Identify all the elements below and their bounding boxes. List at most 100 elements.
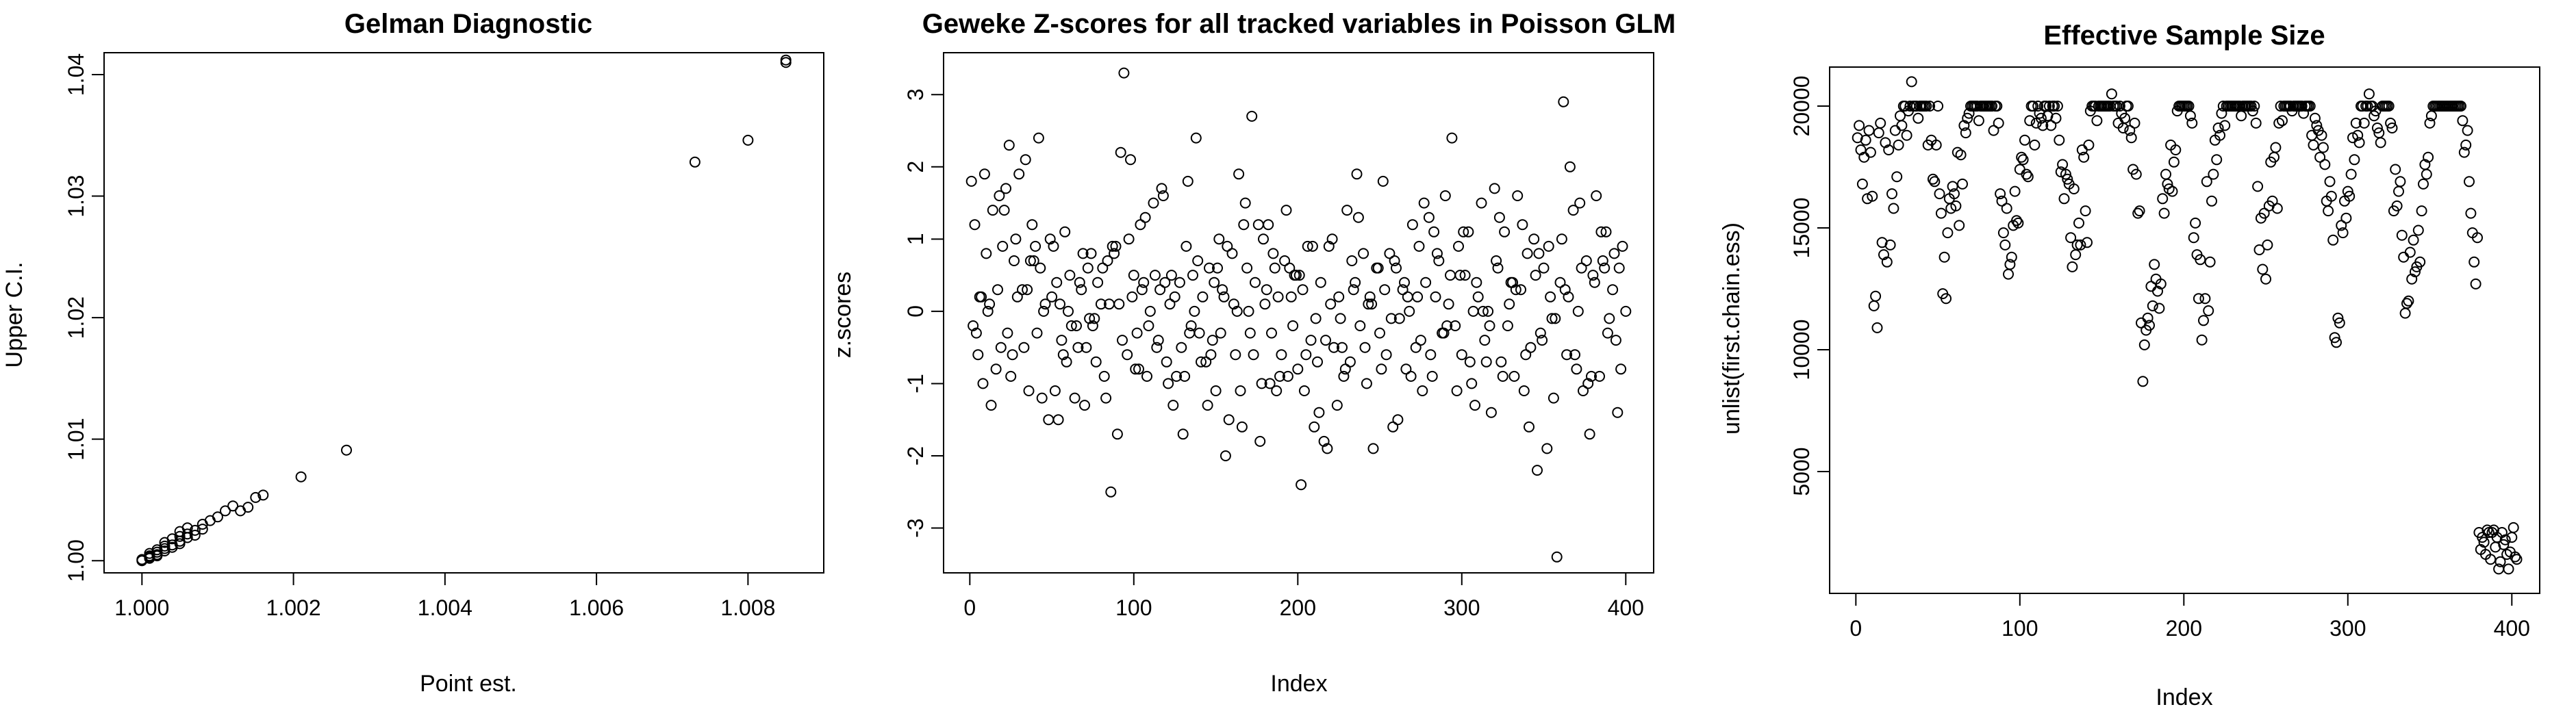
- ess-data-point: [1930, 139, 1942, 151]
- ess-plot-frame: [1829, 66, 2540, 594]
- geweke-data-point: [1604, 313, 1615, 324]
- ess-data-point: [2125, 132, 2137, 144]
- geweke-y-tick-label: 1: [903, 233, 928, 245]
- ess-data-point: [2362, 101, 2373, 112]
- ess-data-point: [2068, 183, 2080, 194]
- geweke-data-point: [1561, 349, 1573, 361]
- geweke-data-point: [1510, 284, 1521, 296]
- ess-data-point: [2160, 168, 2171, 180]
- geweke-data-point: [1244, 327, 1256, 339]
- ess-data-point: [2337, 227, 2349, 239]
- geweke-data-point: [1466, 378, 1478, 389]
- ess-data-point: [2204, 256, 2216, 268]
- geweke-y-tick-label: -2: [903, 446, 928, 465]
- ess-title: Effective Sample Size: [2043, 21, 2325, 51]
- geweke-data-point: [1213, 233, 1225, 245]
- geweke-data-point: [1454, 270, 1466, 281]
- geweke-data-point: [1056, 335, 1068, 346]
- ess-data-point: [1883, 144, 1895, 155]
- geweke-data-point: [1451, 385, 1463, 396]
- ess-data-point: [2329, 332, 2340, 344]
- geweke-data-point: [1292, 363, 1304, 375]
- ess-data-point: [2508, 522, 2519, 533]
- geweke-data-point: [1049, 385, 1061, 396]
- ess-x-tick-label: 200: [2166, 616, 2202, 641]
- ess-data-point: [1912, 112, 1924, 124]
- geweke-data-point: [1071, 320, 1082, 331]
- ess-data-point: [1875, 117, 1886, 129]
- geweke-data-point: [1499, 226, 1511, 237]
- ess-data-point: [2028, 101, 2038, 112]
- geweke-data-point: [1400, 363, 1412, 375]
- geweke-data-point: [1090, 356, 1102, 368]
- ess-data-point: [2198, 315, 2209, 326]
- ess-data-point: [2336, 220, 2347, 231]
- gelman-y-tick-label: 1.02: [64, 296, 88, 339]
- geweke-data-point: [1102, 255, 1113, 266]
- ess-data-point: [2132, 207, 2144, 219]
- ess-data-point: [2421, 168, 2432, 180]
- geweke-data-point: [1141, 370, 1152, 382]
- ess-data-point: [2170, 144, 2182, 155]
- geweke-data-point: [1002, 327, 1013, 339]
- ess-data-point: [2499, 534, 2511, 545]
- ess-y-tick-label: 20000: [1789, 75, 1814, 136]
- geweke-x-tick-label: 400: [1608, 595, 1644, 620]
- geweke-y-tick-label: 2: [903, 161, 928, 173]
- geweke-data-point: [1148, 197, 1159, 209]
- ess-data-point: [2162, 178, 2173, 190]
- gelman-data-point: [341, 444, 352, 456]
- ess-data-point: [2396, 229, 2408, 241]
- geweke-data-point: [1608, 248, 1620, 259]
- geweke-data-point: [1228, 298, 1239, 310]
- geweke-data-point: [1439, 190, 1451, 201]
- ess-data-point: [2406, 273, 2418, 285]
- ess-data-point: [1929, 176, 1941, 188]
- geweke-data-point: [1209, 277, 1220, 288]
- geweke-data-point: [1171, 370, 1183, 382]
- geweke-data-point: [1354, 320, 1366, 331]
- ess-data-point: [2424, 117, 2436, 129]
- ess-data-point: [1952, 146, 1963, 158]
- ess-data-point: [2344, 190, 2356, 202]
- gelman-plot-frame: [103, 52, 824, 574]
- ess-data-point: [2455, 101, 2466, 112]
- ess-x-tick-label: 0: [1849, 616, 1862, 641]
- geweke-data-point: [1569, 349, 1580, 361]
- geweke-data-point: [1233, 168, 1245, 180]
- geweke-data-point: [1200, 356, 1212, 368]
- geweke-data-point: [1020, 154, 1031, 166]
- ess-data-point: [1888, 203, 1899, 214]
- ess-data-point: [2462, 125, 2473, 136]
- geweke-data-point: [1597, 255, 1608, 266]
- geweke-data-point: [1413, 240, 1425, 252]
- ess-data-point: [1963, 107, 1975, 119]
- geweke-data-point: [1011, 291, 1023, 303]
- geweke-y-tick-label: -3: [903, 518, 928, 537]
- gelman-data-point: [220, 505, 231, 517]
- ess-data-point: [2149, 259, 2160, 270]
- geweke-data-point: [1165, 270, 1177, 281]
- ess-data-point: [1884, 239, 1896, 250]
- geweke-data-point: [1105, 486, 1117, 498]
- geweke-data-point: [1459, 270, 1471, 281]
- gelman-data-point: [189, 530, 201, 541]
- ess-data-point: [1999, 239, 2011, 250]
- ess-data-point: [2464, 176, 2475, 188]
- geweke-data-point: [1113, 298, 1125, 310]
- geweke-data-point: [1417, 385, 1428, 396]
- ess-data-point: [1995, 188, 2006, 200]
- geweke-data-point: [1456, 349, 1467, 361]
- ess-data-point: [1942, 227, 1954, 239]
- geweke-data-point: [1079, 400, 1090, 411]
- geweke-data-point: [1077, 248, 1089, 259]
- ess-data-point: [2236, 110, 2247, 122]
- geweke-x-tick-label: 0: [963, 595, 976, 620]
- geweke-data-point: [1282, 370, 1293, 382]
- ess-data-point: [2399, 307, 2411, 319]
- geweke-data-point: [1586, 370, 1597, 382]
- geweke-data-point: [1564, 161, 1576, 172]
- geweke-data-point: [1192, 255, 1204, 266]
- geweke-data-point: [1376, 363, 1387, 375]
